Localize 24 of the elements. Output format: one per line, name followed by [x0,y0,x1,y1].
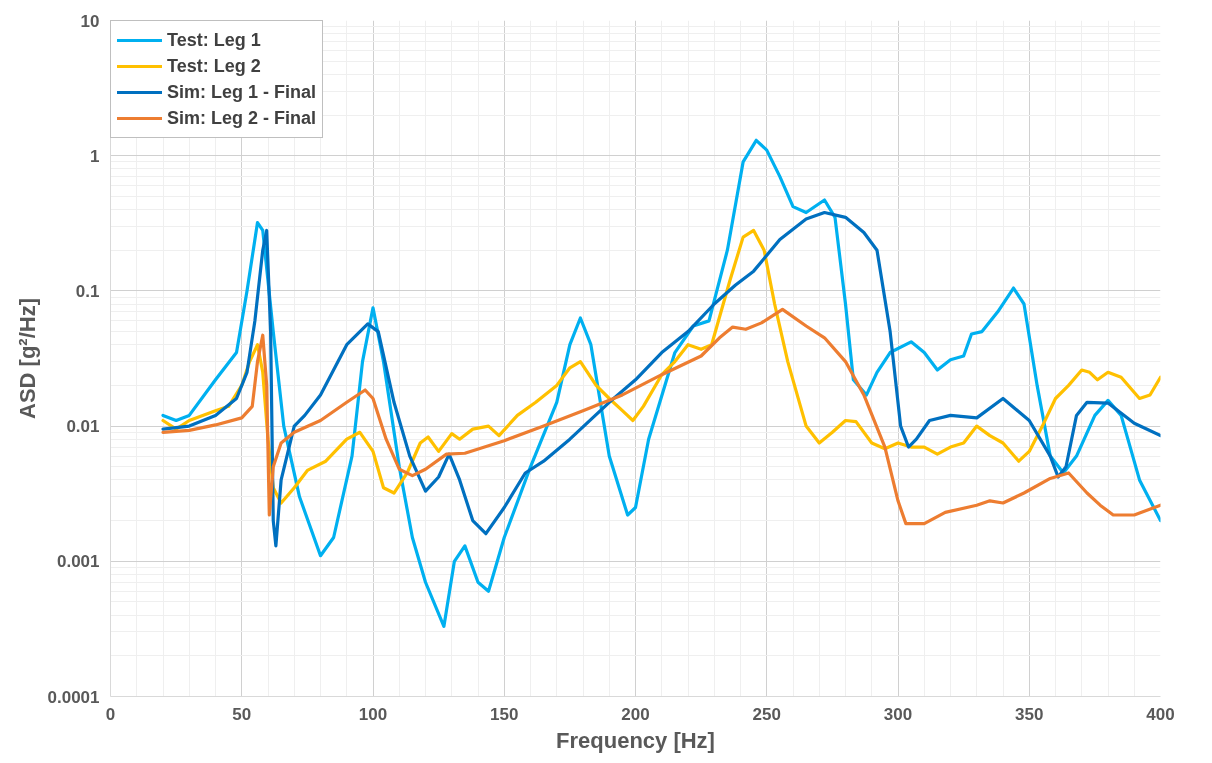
legend-label: Test: Leg 2 [167,54,261,78]
x-tick-label: 100 [358,704,388,724]
x-tick-label: 0 [105,704,116,724]
y-tick-label: 0.1 [75,281,100,301]
x-tick-label: 350 [1015,704,1044,724]
x-tick-label: 250 [752,704,781,724]
x-tick-label: 50 [232,704,252,724]
legend-label: Test: Leg 1 [167,28,261,52]
x-axis-title: Frequency [Hz] [556,727,715,753]
line-series [161,307,1161,526]
y-tick-label: 0.01 [66,417,100,437]
x-tick-label: 200 [621,704,650,724]
legend-label: Sim: Leg 1 - Final [167,80,317,104]
legend-label: Sim: Leg 2 - Final [167,106,317,130]
line-series [161,210,1161,548]
x-tick-label: 150 [490,704,519,724]
line-series [161,138,1161,628]
y-tick-label: 0.001 [56,552,100,572]
y-tick-label: 0.0001 [47,687,100,707]
x-tick-label: 300 [883,704,913,724]
x-tick-label: 400 [1146,704,1175,724]
y-tick-label: 10 [80,11,100,31]
y-tick-label: 1 [90,146,100,166]
y-axis-title: ASD [g²/Hz] [14,298,40,419]
